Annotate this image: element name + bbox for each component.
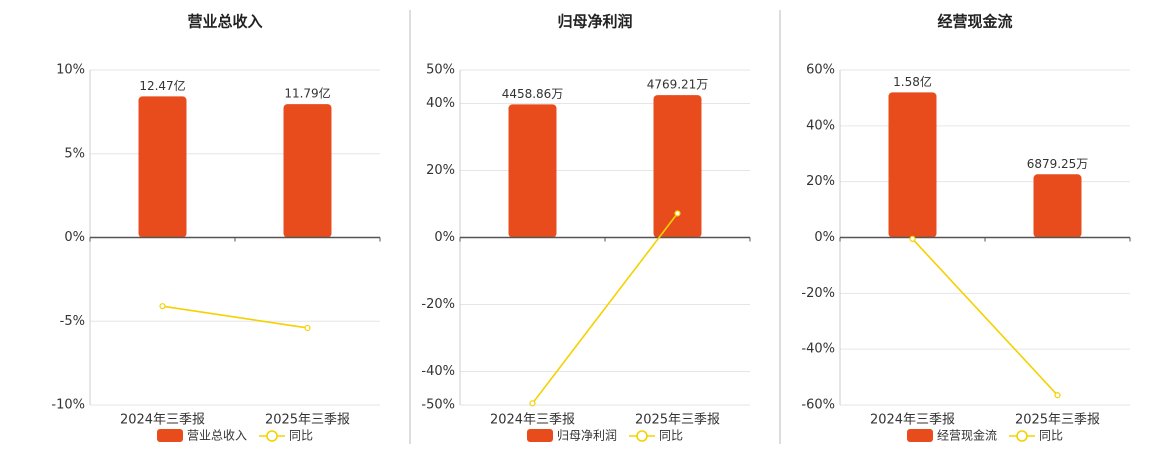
line-point — [529, 400, 536, 407]
legend-swatch — [636, 430, 648, 442]
y-tick-label: -40% — [421, 364, 455, 379]
x-tick-label: 2025年三季报 — [635, 413, 720, 428]
chart-title: 经营现金流 — [937, 13, 1012, 31]
value-label: 6879.25万 — [1027, 157, 1089, 171]
bar — [138, 96, 187, 238]
bar — [283, 104, 332, 238]
y-tick-label: 5% — [64, 146, 85, 161]
value-label: 4769.21万 — [647, 78, 709, 92]
y-tick-label: 40% — [426, 96, 455, 111]
legend-swatch — [157, 429, 183, 442]
legend-label: 归母净利润 — [557, 429, 617, 443]
value-label: 12.47亿 — [139, 78, 185, 93]
y-tick-label: 60% — [806, 63, 835, 78]
chart-title: 营业总收入 — [187, 13, 262, 31]
y-tick-label: -20% — [801, 286, 835, 301]
y-tick-label: 0% — [814, 230, 835, 245]
y-tick-label: -5% — [60, 314, 85, 329]
x-tick-label: 2024年三季报 — [120, 413, 205, 428]
legend-swatch — [1016, 430, 1028, 442]
y-tick-label: 20% — [806, 174, 835, 189]
line-point — [1054, 392, 1061, 399]
value-label: 11.79亿 — [284, 86, 330, 101]
x-tick-label: 2025年三季报 — [1015, 413, 1100, 428]
bar — [888, 92, 937, 238]
legend-swatch — [907, 429, 933, 442]
y-tick-label: -60% — [801, 398, 835, 413]
y-tick-label: 20% — [426, 163, 455, 178]
chart-title: 归母净利润 — [557, 13, 632, 31]
x-tick-label: 2024年三季报 — [490, 413, 575, 428]
line — [531, 212, 679, 404]
value-label: 1.58亿 — [893, 74, 932, 89]
line-point — [159, 303, 166, 310]
x-tick-label: 2024年三季报 — [870, 413, 955, 428]
y-tick-label: -40% — [801, 342, 835, 357]
y-tick-label: -20% — [421, 297, 455, 312]
legend-label: 经营现金流 — [937, 428, 997, 443]
y-tick-label: 50% — [426, 63, 455, 78]
y-tick-label: 40% — [806, 118, 835, 133]
y-tick-label: -10% — [51, 398, 85, 413]
line-point — [909, 235, 916, 242]
y-tick-label: 0% — [64, 230, 85, 245]
bar — [508, 104, 557, 238]
bar — [1033, 174, 1082, 238]
legend-swatch — [527, 429, 553, 442]
y-tick-label: -50% — [421, 398, 455, 413]
line-point — [674, 210, 681, 217]
legend-label: 同比 — [1039, 429, 1063, 443]
x-tick-label: 2025年三季报 — [265, 413, 350, 428]
y-tick-label: 10% — [56, 63, 85, 78]
line — [911, 238, 1059, 396]
bar — [653, 95, 702, 238]
legend-label: 营业总收入 — [187, 429, 247, 443]
line — [162, 305, 308, 329]
y-tick-label: 0% — [434, 230, 455, 245]
legend-label: 同比 — [659, 429, 683, 443]
value-label: 4458.86万 — [502, 87, 564, 101]
line-point — [304, 324, 311, 332]
legend-swatch — [266, 430, 278, 442]
legend-label: 同比 — [289, 429, 313, 443]
